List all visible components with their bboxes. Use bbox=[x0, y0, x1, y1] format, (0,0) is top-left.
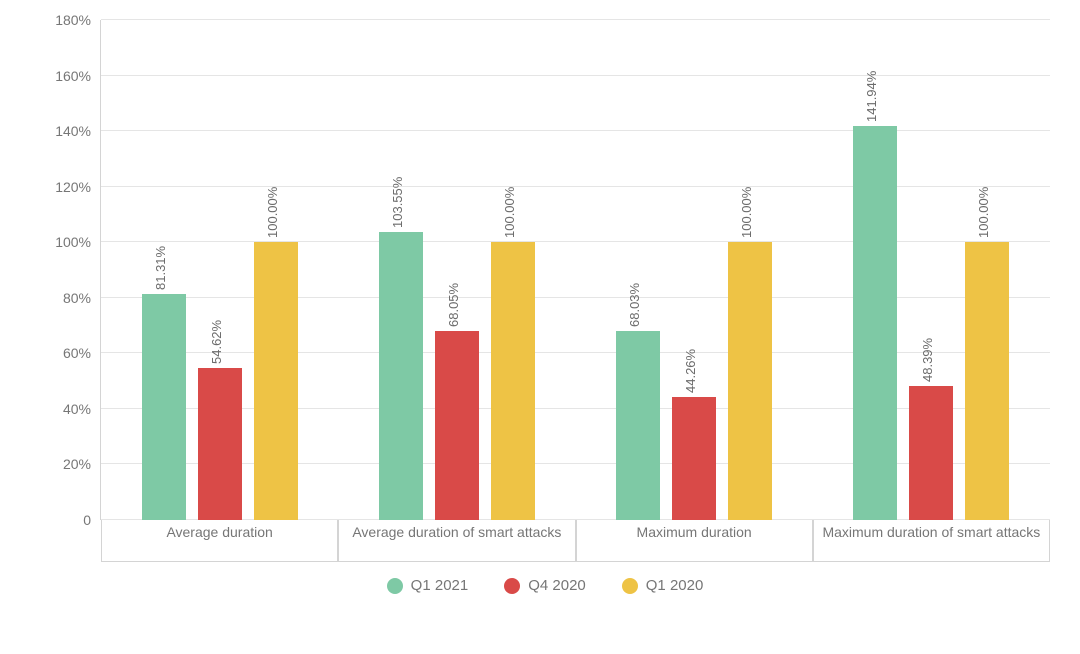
legend-item: Q1 2020 bbox=[622, 577, 704, 594]
bar-q1_2020: 100.00% bbox=[254, 242, 298, 520]
bar-q1_2021: 141.94% bbox=[853, 126, 897, 520]
bar-groups: Average duration81.31%54.62%100.00%Avera… bbox=[101, 20, 1050, 520]
legend-swatch bbox=[504, 578, 520, 594]
y-axis-label: 0 bbox=[83, 512, 101, 528]
bar-value-label: 100.00% bbox=[739, 187, 754, 238]
legend-swatch bbox=[387, 578, 403, 594]
group-label: Average duration of smart attacks bbox=[338, 520, 575, 542]
bars: 81.31% 54.62% 100.00% bbox=[101, 20, 338, 520]
bars: 68.03% 44.26% 100.00% bbox=[576, 20, 813, 520]
bar-group: Maximum duration68.03%44.26%100.00% bbox=[576, 20, 813, 520]
legend-label: Q1 2020 bbox=[646, 577, 704, 594]
duration-bar-chart: 020%40%60%80%100%120%140%160%180% Averag… bbox=[40, 20, 1050, 600]
group-label: Maximum duration bbox=[576, 520, 813, 542]
plot-area: 020%40%60%80%100%120%140%160%180% Averag… bbox=[100, 20, 1050, 520]
y-axis-label: 120% bbox=[55, 179, 101, 195]
bar-q4_2020: 44.26% bbox=[672, 397, 716, 520]
legend-label: Q1 2021 bbox=[411, 577, 469, 594]
y-axis-label: 20% bbox=[63, 456, 101, 472]
y-axis-label: 180% bbox=[55, 12, 101, 28]
bar-value-label: 100.00% bbox=[976, 187, 991, 238]
legend-item: Q4 2020 bbox=[504, 577, 586, 594]
bar-group: Maximum duration of smart attacks141.94%… bbox=[813, 20, 1050, 520]
bar-q4_2020: 48.39% bbox=[909, 386, 953, 520]
bar-q1_2020: 100.00% bbox=[491, 242, 535, 520]
y-axis-label: 100% bbox=[55, 234, 101, 250]
legend-item: Q1 2021 bbox=[387, 577, 469, 594]
y-axis-label: 80% bbox=[63, 290, 101, 306]
legend: Q1 2021 Q4 2020 Q1 2020 bbox=[40, 577, 1050, 594]
bar-value-label: 141.94% bbox=[864, 70, 879, 121]
bar-group: Average duration of smart attacks103.55%… bbox=[338, 20, 575, 520]
legend-swatch bbox=[622, 578, 638, 594]
bar-value-label: 48.39% bbox=[920, 338, 935, 382]
bar-value-label: 100.00% bbox=[265, 187, 280, 238]
bar-group: Average duration81.31%54.62%100.00% bbox=[101, 20, 338, 520]
bar-value-label: 68.03% bbox=[627, 283, 642, 327]
bar-value-label: 81.31% bbox=[153, 246, 168, 290]
bar-q1_2021: 68.03% bbox=[616, 331, 660, 520]
bar-value-label: 103.55% bbox=[390, 177, 405, 228]
y-axis-label: 40% bbox=[63, 401, 101, 417]
legend-label: Q4 2020 bbox=[528, 577, 586, 594]
bar-q1_2021: 81.31% bbox=[142, 294, 186, 520]
bar-q4_2020: 68.05% bbox=[435, 331, 479, 520]
y-axis-label: 160% bbox=[55, 68, 101, 84]
bar-q1_2020: 100.00% bbox=[965, 242, 1009, 520]
bar-q1_2020: 100.00% bbox=[728, 242, 772, 520]
bar-value-label: 54.62% bbox=[209, 320, 224, 364]
y-axis-label: 140% bbox=[55, 123, 101, 139]
bars: 103.55% 68.05% 100.00% bbox=[338, 20, 575, 520]
bar-value-label: 100.00% bbox=[502, 187, 517, 238]
bar-q1_2021: 103.55% bbox=[379, 232, 423, 520]
y-axis-label: 60% bbox=[63, 345, 101, 361]
bar-q4_2020: 54.62% bbox=[198, 368, 242, 520]
group-label: Average duration bbox=[101, 520, 338, 542]
bar-value-label: 68.05% bbox=[446, 283, 461, 327]
bars: 141.94% 48.39% 100.00% bbox=[813, 20, 1050, 520]
group-label: Maximum duration of smart attacks bbox=[813, 520, 1050, 542]
bar-value-label: 44.26% bbox=[683, 349, 698, 393]
